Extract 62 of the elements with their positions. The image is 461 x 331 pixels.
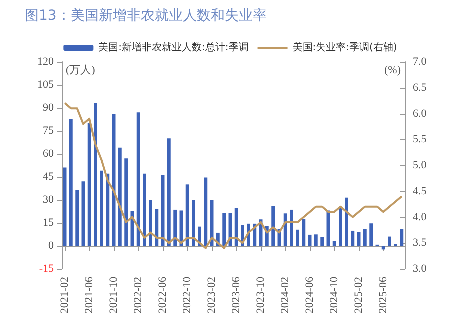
bar (192, 200, 196, 246)
y2-tick-label: 3.0 (413, 263, 428, 275)
x-tick-label: 2021-10 (108, 276, 120, 314)
y-tick-label: 90 (43, 102, 54, 114)
bar (143, 174, 146, 246)
bar (314, 234, 318, 246)
y-tick-label: 45 (43, 171, 54, 183)
bar (222, 213, 226, 246)
x-tick-label: 2023-10 (255, 276, 268, 314)
x-tick-label: 2022-10 (182, 276, 194, 314)
legend-label: 美国:失业率:季调(右轴) (292, 42, 398, 54)
y-tick-label: -15 (39, 263, 54, 275)
bar (168, 138, 171, 246)
x-tick-label: 2021-02 (59, 277, 72, 314)
bar (76, 190, 79, 246)
y2-tick-label: 5.5 (413, 134, 428, 146)
bar (370, 224, 373, 246)
x-tick-label: 2024-06 (304, 276, 316, 314)
y-tick-label: 75 (43, 125, 54, 137)
x-tick-label: 2025-06 (378, 276, 390, 314)
bar (290, 210, 294, 246)
y2-tick-label: 4.0 (413, 211, 428, 224)
chart-title: 图13：美国新增非农就业人数和失业率 (25, 8, 267, 24)
y2-tick-label: 6.0 (413, 108, 428, 120)
line-series (64, 102, 403, 250)
y2-tick-label: 3.5 (413, 237, 428, 250)
y-tick-label: 0 (48, 240, 54, 252)
bar (320, 237, 324, 246)
y-tick-label: 15 (43, 217, 54, 229)
x-tick-label: 2021-06 (84, 276, 96, 314)
legend-label: 美国:新增非农就业人数:总计:季调 (98, 42, 249, 54)
bar (345, 198, 348, 246)
bar (149, 200, 152, 246)
y-tick-label: 105 (38, 79, 54, 91)
x-tick-label: 2022-02 (132, 277, 145, 314)
y-tick-label: 120 (38, 56, 54, 68)
bar (296, 230, 300, 246)
bar (339, 208, 342, 246)
bar (174, 210, 177, 246)
y-axis-title: (万人) (66, 64, 96, 76)
bar (100, 170, 104, 246)
x-tick-label: 2025-02 (353, 277, 366, 314)
bar (272, 206, 275, 246)
bar (364, 229, 367, 246)
x-tick-label: 2024-10 (328, 276, 341, 314)
y-tick-label: 60 (43, 148, 54, 160)
y2-axis-title: (%) (384, 64, 402, 76)
bar (332, 241, 336, 246)
y2-tick-label: 7.0 (413, 56, 428, 68)
y2-tick-label: 5.0 (413, 160, 428, 172)
y-tick-label: 30 (43, 194, 54, 206)
bar (94, 103, 98, 246)
bar (124, 158, 128, 246)
x-tick-label: 2024-02 (280, 277, 292, 314)
x-tick-label: 2023-02 (206, 277, 218, 314)
bar (388, 236, 392, 246)
bar (118, 148, 122, 246)
x-tick-label: 2023-06 (230, 276, 243, 314)
bar (70, 120, 73, 246)
y2-tick-label: 6.5 (413, 82, 428, 94)
x-tick-label: 2022-06 (157, 276, 170, 314)
y2-tick-label: 4.5 (413, 185, 428, 198)
